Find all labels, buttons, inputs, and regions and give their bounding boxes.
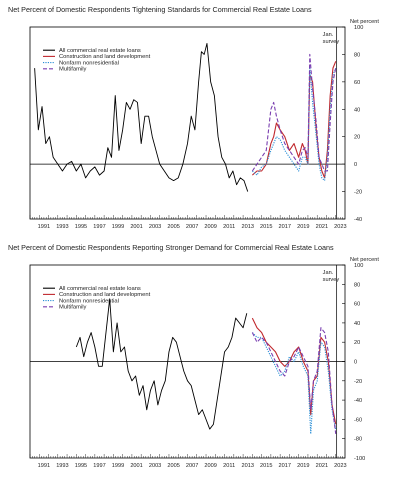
chart0-ytick-label: 0 — [354, 162, 357, 168]
chart1-ytick-label: 100 — [354, 263, 363, 269]
chart0-xtick-label: 2007 — [186, 224, 198, 230]
chart0-annotation: Jan. survey — [323, 32, 340, 45]
chart1-legend-label: All commercial real estate loans — [59, 286, 141, 292]
chart1-ytick-label: 60 — [354, 302, 360, 308]
chart1-legend-label: Nonfarm nonresidential — [59, 298, 119, 304]
chart1-ylabel: Net percent — [350, 257, 379, 263]
chart1-xtick-label: 2003 — [149, 463, 161, 469]
chart1-ytick-label: -40 — [354, 398, 362, 404]
chart1-xtick-label: 2013 — [241, 463, 253, 469]
chart1-xtick-label: 2023 — [334, 463, 346, 469]
chart0-ytick-label: 80 — [354, 52, 360, 58]
chart1-xtick-label: 1993 — [56, 463, 68, 469]
chart0-ylabel: Net percent — [350, 19, 379, 25]
chart0-ytick-label: 100 — [354, 25, 363, 31]
chart0-ytick-label: -40 — [354, 217, 362, 223]
chart1-xtick-label: 1995 — [75, 463, 87, 469]
chart0-xtick-label: 2017 — [279, 224, 291, 230]
chart0-xtick-label: 2003 — [149, 224, 161, 230]
chart1-ytick-label: 80 — [354, 282, 360, 288]
chart1-legend-label: Construction and land development — [59, 292, 151, 298]
chart1-series-1-line — [251, 317, 337, 425]
chart1-xtick-label: 2005 — [167, 463, 179, 469]
chart1-series-3-line — [251, 327, 337, 434]
chart1-xtick-label: 2007 — [186, 463, 198, 469]
chart0-series-2-line — [251, 67, 337, 182]
chart1-series-2-line — [251, 332, 337, 435]
chart1-ytick-label: 40 — [354, 321, 360, 327]
chart1-xtick-label: 2017 — [279, 463, 291, 469]
chart0-title: Net Percent of Domestic Respondents Tigh… — [8, 5, 312, 14]
chart0-series-0-line — [34, 43, 249, 192]
chart1-xtick-label: 2001 — [130, 463, 142, 469]
chart0-xtick-label: 1993 — [56, 224, 68, 230]
chart0-xtick-label: 2021 — [316, 224, 328, 230]
chart1-xtick-label: 1999 — [112, 463, 124, 469]
chart1-ytick-label: -100 — [354, 456, 365, 462]
chart0-panel: Net Percent of Domestic Respondents Tigh… — [8, 5, 379, 230]
chart0-ytick-label: 20 — [354, 135, 360, 141]
chart1-ytick-label: -60 — [354, 417, 362, 423]
chart0-ytick-label: 40 — [354, 107, 360, 113]
chart0-series-1-line — [251, 61, 337, 179]
chart0-xtick-label: 1999 — [112, 224, 124, 230]
chart1-title: Net Percent of Domestic Respondents Repo… — [8, 243, 334, 252]
chart0-xtick-label: 2015 — [260, 224, 272, 230]
chart0-xtick-label: 2013 — [241, 224, 253, 230]
chart0-xtick-label: 2009 — [204, 224, 216, 230]
chart1-xtick-label: 2015 — [260, 463, 272, 469]
chart0-xtick-label: 1991 — [38, 224, 50, 230]
chart1-ytick-label: 0 — [354, 360, 357, 366]
chart1-panel: Net Percent of Domestic Respondents Repo… — [8, 243, 379, 469]
chart0-series-3-line — [251, 53, 337, 172]
chart1-series-0-line — [75, 298, 248, 430]
chart0-legend-label: All commercial real estate loans — [59, 48, 141, 54]
chart1-xtick-label: 2019 — [297, 463, 309, 469]
chart0-xtick-label: 2005 — [167, 224, 179, 230]
chart0-xtick-label: 2023 — [334, 224, 346, 230]
chart1-ytick-label: -20 — [354, 379, 362, 385]
chart0-xtick-label: 1997 — [93, 224, 105, 230]
chart1-xtick-label: 2011 — [223, 463, 235, 469]
chart1-xtick-label: 1991 — [38, 463, 50, 469]
chart1-annotation: Jan. survey — [323, 270, 340, 283]
chart1-ytick-label: 20 — [354, 340, 360, 346]
chart0-xtick-label: 2019 — [297, 224, 309, 230]
chart0-legend-label: Nonfarm nonresidential — [59, 60, 119, 66]
chart0-xtick-label: 2011 — [223, 224, 235, 230]
chart0-ytick-label: -20 — [354, 190, 362, 196]
chart0-ytick-label: 60 — [354, 80, 360, 86]
chart0-xtick-label: 2001 — [130, 224, 142, 230]
chart1-legend-label: Multifamily — [59, 305, 86, 311]
chart0-xtick-label: 1995 — [75, 224, 87, 230]
chart1-xtick-label: 2021 — [316, 463, 328, 469]
chart1-ytick-label: -80 — [354, 437, 362, 443]
chart0-legend-label: Construction and land development — [59, 54, 151, 60]
chart1-xtick-label: 2009 — [204, 463, 216, 469]
chart1-xtick-label: 1997 — [93, 463, 105, 469]
chart0-legend-label: Multifamily — [59, 67, 86, 73]
